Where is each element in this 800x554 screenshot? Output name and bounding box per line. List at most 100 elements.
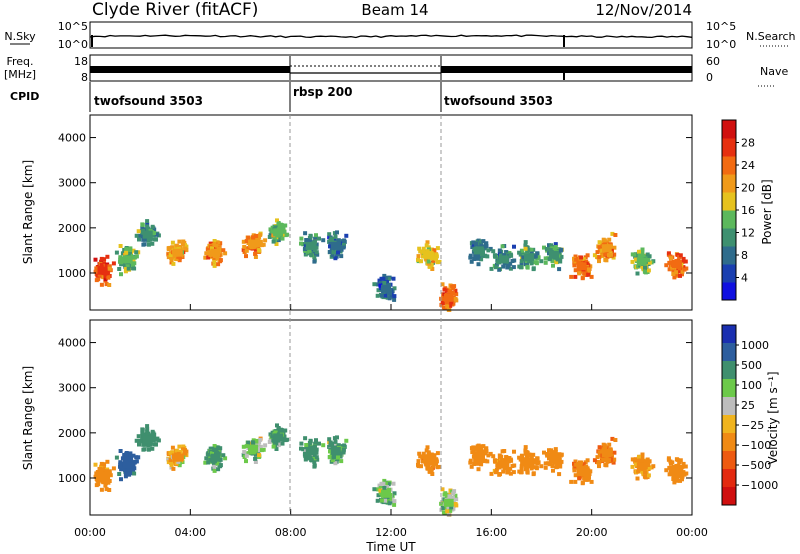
scatter-cell xyxy=(258,240,263,245)
scatter-cell xyxy=(123,266,128,271)
scatter-cell xyxy=(602,238,607,243)
scatter-cell xyxy=(672,275,677,280)
scatter-cell xyxy=(577,271,582,276)
colorbar-segment xyxy=(722,415,736,434)
scatter-cell xyxy=(267,235,272,239)
station-title: Clyde River (fitACF) xyxy=(92,0,258,20)
scatter-cell xyxy=(216,262,221,267)
scatter-cell xyxy=(421,254,425,259)
scatter-cell xyxy=(123,269,128,274)
scatter-cell xyxy=(104,487,109,492)
scatter-cell xyxy=(105,476,110,481)
scatter-cell xyxy=(221,248,226,253)
scatter-cell xyxy=(529,453,534,458)
scatter-cell xyxy=(378,286,383,291)
scatter-cell xyxy=(500,449,505,454)
scatter-cell xyxy=(416,254,421,259)
scatter-cell xyxy=(583,474,588,479)
scatter-cell xyxy=(392,297,397,302)
cpid-segment-2: rbsp 200 xyxy=(293,85,352,99)
colorbar-segment xyxy=(722,228,736,247)
scatter-cell xyxy=(511,265,516,270)
scatter-cell xyxy=(666,251,671,256)
scatter-cell xyxy=(333,234,338,239)
scatter-cell xyxy=(416,462,420,467)
colorbar-tick-label: 8 xyxy=(741,249,748,262)
scatter-cell xyxy=(502,253,507,258)
scatter-cell xyxy=(303,231,308,236)
scatter-cell xyxy=(597,445,602,450)
scatter-cell xyxy=(280,441,285,446)
scatter-cell xyxy=(105,271,110,276)
scatter-cell xyxy=(497,472,502,477)
scatter-cell xyxy=(630,457,635,462)
scatter-cell xyxy=(174,243,179,248)
colorbar-segment xyxy=(722,343,736,362)
scatter-cell xyxy=(548,248,553,253)
scatter-cell xyxy=(675,477,680,482)
scatter-cell xyxy=(119,272,123,277)
scatter-cell xyxy=(145,224,150,229)
scatter-cell xyxy=(504,252,509,257)
scatter-cell xyxy=(333,461,338,466)
scatter-cell xyxy=(210,246,214,251)
scatter-cell xyxy=(250,440,255,445)
scatter-cell xyxy=(344,438,349,443)
scatter-cell xyxy=(171,261,176,266)
x-tick-label: 08:00 xyxy=(275,526,307,539)
scatter-cell xyxy=(178,449,183,454)
scatter-cell xyxy=(327,455,332,459)
scatter-cell xyxy=(341,245,346,250)
data-point xyxy=(122,460,133,469)
scatter-cell xyxy=(329,238,334,243)
scatter-cell xyxy=(419,259,423,264)
scatter-cell xyxy=(312,464,317,469)
scatter-cell xyxy=(496,465,500,470)
scatter-cell xyxy=(551,468,555,473)
scatter-cell xyxy=(177,444,182,449)
colorbar-segment xyxy=(722,487,736,506)
scatter-cell xyxy=(263,238,268,243)
cpid-segment-3: twofsound 3503 xyxy=(444,94,553,108)
scatter-cell xyxy=(476,238,481,243)
scatter-cell xyxy=(276,221,281,226)
scatter-cell xyxy=(166,255,171,260)
scatter-cell xyxy=(597,450,602,455)
colorbar-segment xyxy=(722,138,736,157)
scatter-cell xyxy=(111,466,116,471)
colorbar-segment xyxy=(722,433,736,452)
scatter-cell xyxy=(597,240,602,245)
scatter-cell xyxy=(674,475,679,480)
scatter-cell xyxy=(103,277,108,282)
scatter-cell xyxy=(314,245,319,250)
noise-panel-frame xyxy=(89,21,693,49)
scatter-cell xyxy=(610,231,615,236)
scatter-cell xyxy=(630,252,635,257)
scatter-cell xyxy=(496,260,500,265)
scatter-cell xyxy=(539,464,544,469)
scatter-cell xyxy=(523,451,528,456)
scatter-cell xyxy=(278,236,283,240)
scatter-cell xyxy=(339,254,344,259)
scatter-cell xyxy=(494,265,498,270)
scatter-cell xyxy=(678,458,683,463)
scatter-cell xyxy=(475,256,480,261)
scatter-cell xyxy=(642,269,647,274)
scatter-cell xyxy=(314,447,319,452)
scatter-cell xyxy=(635,476,640,481)
scatter-cell xyxy=(244,239,249,244)
scatter-cell xyxy=(592,458,597,463)
scatter-cell xyxy=(529,261,534,266)
scatter-cell xyxy=(177,258,182,263)
scatter-cell xyxy=(254,247,258,252)
scatter-cell xyxy=(244,453,249,458)
colorbar-segment xyxy=(722,120,736,139)
scatter-cell xyxy=(555,257,560,262)
scatter-cell xyxy=(646,258,651,262)
scatter-cell xyxy=(204,456,209,461)
scatter-cell xyxy=(146,238,151,243)
data-point xyxy=(305,241,316,250)
noise-left-tick-top: 10^5 xyxy=(58,20,88,33)
scatter-cell xyxy=(332,237,337,242)
power-y-ticks: 1000 2000 3000 4000 xyxy=(58,132,692,280)
